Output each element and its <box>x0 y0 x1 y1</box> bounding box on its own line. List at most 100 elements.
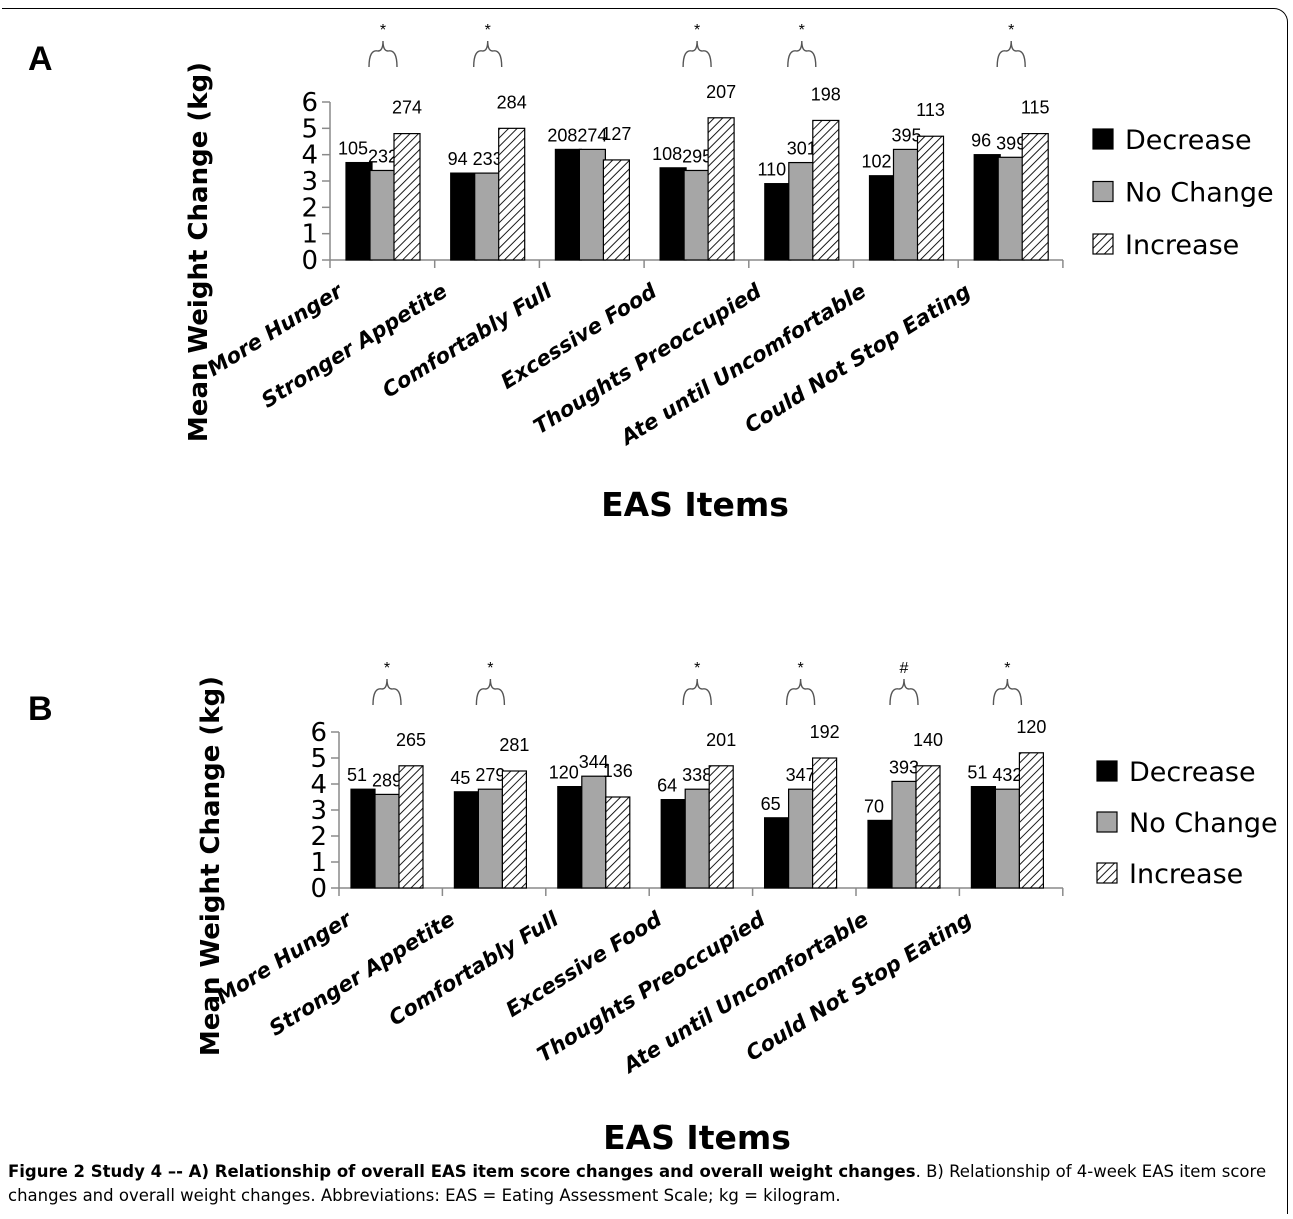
panel-b-legend-label: No Change <box>1129 808 1278 839</box>
panel-b-bar-increase <box>1018 752 1045 889</box>
panel-b-bar-increase <box>811 757 838 889</box>
panel-b-legend-swatch <box>1096 760 1118 782</box>
panel-a-y-tick-label: 2 <box>301 193 318 223</box>
panel-a-bar-no-change <box>474 172 502 261</box>
panel-a-y-tick-label: 5 <box>301 114 318 144</box>
panel-b-significance-brace <box>785 678 816 706</box>
panel-b-legend-swatch <box>1096 862 1118 884</box>
panel-b-significance-marker: * <box>694 660 700 677</box>
panel-b-significance-brace <box>889 678 919 706</box>
panel-a-legend-swatch <box>1092 180 1114 203</box>
panel-b-data-label: 70 <box>864 796 884 816</box>
panel-b-y-tick-label: 6 <box>310 718 327 748</box>
panel-b-bar-increase <box>398 765 424 889</box>
panel-a-y-tick-label: 4 <box>301 141 318 171</box>
panel-b-bar-decrease <box>350 788 376 889</box>
panel-a-data-label: 127 <box>601 124 631 144</box>
panel-b-significance-brace <box>682 678 712 706</box>
panel-b-data-label: 265 <box>396 730 426 750</box>
panel-a-significance-brace <box>368 40 398 68</box>
panel-b-bar-decrease <box>763 817 790 889</box>
panel-a-data-label: 96 <box>971 131 991 151</box>
panel-a-data-label: 110 <box>757 160 786 180</box>
panel-a-bar-no-change <box>683 169 711 261</box>
panel-a-bar-decrease <box>868 175 897 261</box>
panel-b-data-label: 51 <box>347 765 367 785</box>
panel-a-bar-decrease <box>973 154 1001 261</box>
panel-a-data-label: 295 <box>682 146 712 166</box>
panel-b-y-tick-label: 5 <box>310 744 327 774</box>
panel-b-data-label: 120 <box>1016 717 1046 737</box>
panel-b-category-label: Stronger Appetite <box>265 907 459 1041</box>
panel-b-significance-brace <box>475 678 506 706</box>
panel-a-data-label: 233 <box>473 149 503 169</box>
panel-b-data-label: 289 <box>372 770 402 790</box>
panel-b-data-label: 338 <box>682 765 712 785</box>
panel-a-legend-swatch <box>1092 233 1114 255</box>
panel-a-x-axis-label: EAS Items <box>601 485 789 524</box>
panel-b-data-label: 140 <box>913 730 943 750</box>
figure-frame <box>2 8 1288 1214</box>
panel-b-significance-marker: * <box>384 660 390 677</box>
panel-a-data-label: 301 <box>787 139 817 159</box>
panel-b-significance-brace <box>372 678 402 706</box>
panel-a-bar-no-change <box>369 169 397 261</box>
panel-a-data-label: 105 <box>338 139 368 159</box>
panel-b-bar-decrease <box>557 785 583 889</box>
panel-a-bar-decrease <box>659 167 687 261</box>
panel-b-bar-increase <box>708 765 734 889</box>
panel-a-bar-increase <box>812 119 840 261</box>
panel-b-data-label: 120 <box>549 763 579 783</box>
panel-b-data-label: 432 <box>992 765 1022 785</box>
panel-a-bar-decrease <box>554 148 583 261</box>
panel-a-bar-increase <box>707 117 735 261</box>
panel-b-bar-decrease <box>970 785 997 889</box>
panel-b-data-label: 192 <box>810 722 840 742</box>
panel-a-legend-label: No Change <box>1125 178 1274 209</box>
panel-a-category-label: Stronger Appetite <box>257 279 451 413</box>
panel-b-bar-decrease <box>453 791 479 889</box>
caption-bold: Figure 2 Study 4 –- A) Relationship of o… <box>8 1162 916 1181</box>
panel-b-bar-no-change <box>787 788 814 889</box>
panel-a-data-label: 113 <box>916 100 945 120</box>
panel-b-y-tick-label: 2 <box>310 822 327 852</box>
panel-a-bar-increase <box>498 127 526 261</box>
panel-b-bar-increase <box>915 765 941 889</box>
panel-b-data-label: 393 <box>889 757 919 777</box>
panel-a-data-label: 102 <box>861 152 891 172</box>
panel-b-significance-marker: * <box>1004 660 1010 677</box>
panel-a-data-label: 108 <box>652 144 682 164</box>
panel-a-significance-marker: * <box>1008 22 1014 39</box>
panel-a-category-label: Comfortably Full <box>378 278 557 402</box>
panel-a-significance-brace <box>682 40 712 68</box>
panel-b-y-tick-label: 1 <box>310 848 327 878</box>
panel-a-label: A <box>28 40 53 78</box>
panel-a-bar-no-change <box>892 148 921 261</box>
panel-b-bar-no-change <box>581 775 607 889</box>
panel-b-label: B <box>28 690 53 728</box>
panel-a-bar-increase <box>393 133 421 261</box>
panel-b-bar-no-change <box>891 780 917 889</box>
panel-a-significance-brace <box>473 40 503 68</box>
panel-a-significance-brace <box>996 40 1026 68</box>
panel-a-significance-marker: * <box>380 22 386 39</box>
panel-a-data-label: 284 <box>497 92 527 112</box>
panel-a-bar-decrease <box>450 172 478 261</box>
panel-a-significance-marker: * <box>799 22 805 39</box>
panel-b-y-tick-label: 4 <box>310 770 327 800</box>
panel-a-bar-decrease <box>345 161 373 261</box>
panel-a-y-axis-label: Mean Weight Change (kg) <box>184 62 214 442</box>
panel-a-data-label: 198 <box>811 84 841 104</box>
panel-a-data-label: 395 <box>891 125 921 145</box>
panel-a-y-tick-label: 6 <box>301 88 318 118</box>
panel-b-data-label: 279 <box>475 765 505 785</box>
panel-b-significance-marker: * <box>487 660 493 677</box>
panel-b-significance-brace <box>992 678 1023 706</box>
panel-b-bar-no-change <box>374 793 400 889</box>
panel-b-category-label: Comfortably Full <box>385 906 564 1030</box>
panel-b-y-tick-label: 3 <box>310 796 327 826</box>
panel-a-significance-marker: * <box>694 22 700 39</box>
figure-caption: Figure 2 Study 4 –- A) Relationship of o… <box>8 1160 1283 1208</box>
panel-a-bar-increase <box>916 135 945 261</box>
